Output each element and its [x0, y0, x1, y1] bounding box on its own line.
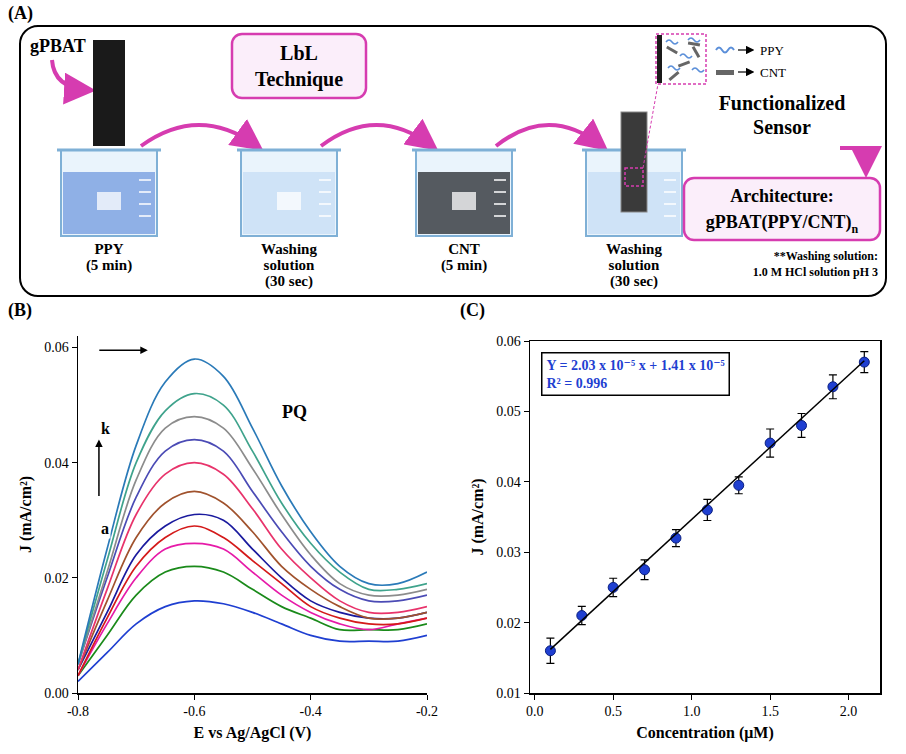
svg-text:E vs Ag/AgCl (V): E vs Ag/AgCl (V)	[194, 724, 312, 742]
svg-text:0.04: 0.04	[44, 456, 69, 471]
svg-text:CNT: CNT	[448, 241, 480, 257]
html-text:(C): (C)	[460, 300, 485, 320]
svg-text:0.5: 0.5	[604, 704, 622, 719]
svg-text:CNT: CNT	[760, 65, 786, 80]
svg-text:0.02: 0.02	[44, 571, 69, 586]
svg-text:(30 sec): (30 sec)	[265, 273, 313, 290]
svg-text:solution: solution	[264, 257, 316, 273]
svg-text:LbL: LbL	[280, 42, 318, 64]
svg-text:(30 sec): (30 sec)	[610, 273, 658, 290]
svg-text:-0.4: -0.4	[300, 704, 322, 719]
svg-text:0.06: 0.06	[44, 340, 69, 355]
svg-text:0.00: 0.00	[44, 686, 69, 701]
svg-text:Functionalized: Functionalized	[719, 92, 846, 114]
svg-text:0.06: 0.06	[496, 334, 521, 349]
svg-text:**Washing solution:: **Washing solution:	[774, 249, 878, 263]
svg-text:J (mA/cm²): J (mA/cm²)	[17, 476, 35, 553]
svg-text:0.04: 0.04	[496, 475, 521, 490]
html-text:(B): (B)	[8, 300, 32, 320]
svg-text:1.0 M HCl solution pH 3: 1.0 M HCl solution pH 3	[753, 265, 878, 279]
svg-text:gPBAT(PPY/CNT)n: gPBAT(PPY/CNT)n	[706, 212, 859, 236]
svg-text:gPBAT: gPBAT	[30, 36, 86, 56]
svg-text:0.05: 0.05	[496, 404, 521, 419]
svg-text:0.01: 0.01	[496, 686, 521, 701]
svg-text:1.0: 1.0	[683, 704, 701, 719]
svg-text:J (mA/cm²): J (mA/cm²)	[469, 478, 487, 555]
svg-text:-0.6: -0.6	[183, 704, 205, 719]
svg-text:0.02: 0.02	[496, 616, 521, 631]
svg-text:PPY: PPY	[94, 241, 123, 257]
svg-text:0.03: 0.03	[496, 545, 521, 560]
svg-text:Washing: Washing	[606, 241, 662, 257]
svg-text:Y = 2.03 x 10⁻⁵ x + 1.41 x 10⁻: Y = 2.03 x 10⁻⁵ x + 1.41 x 10⁻⁵R² = 0.99…	[547, 358, 725, 391]
svg-text:-0.2: -0.2	[416, 704, 438, 719]
svg-text:Concentration (μM): Concentration (μM)	[636, 724, 773, 742]
svg-text:(5 min): (5 min)	[86, 257, 132, 274]
svg-text:a: a	[101, 520, 109, 537]
svg-text:PQ: PQ	[282, 402, 307, 422]
svg-text:Architecture:: Architecture:	[730, 186, 833, 206]
svg-text:1.5: 1.5	[761, 704, 779, 719]
svg-text:Sensor: Sensor	[753, 116, 811, 138]
svg-text:-0.8: -0.8	[67, 704, 89, 719]
svg-text:(5 min): (5 min)	[441, 257, 487, 274]
svg-text:k: k	[101, 420, 110, 437]
svg-text:2.0: 2.0	[840, 704, 858, 719]
svg-text:solution: solution	[609, 257, 661, 273]
svg-text:Washing: Washing	[261, 241, 317, 257]
svg-text:PPY: PPY	[760, 43, 784, 58]
svg-text:0.0: 0.0	[526, 704, 544, 719]
svg-text:(A): (A)	[8, 3, 33, 24]
svg-text:Technique: Technique	[255, 68, 343, 91]
